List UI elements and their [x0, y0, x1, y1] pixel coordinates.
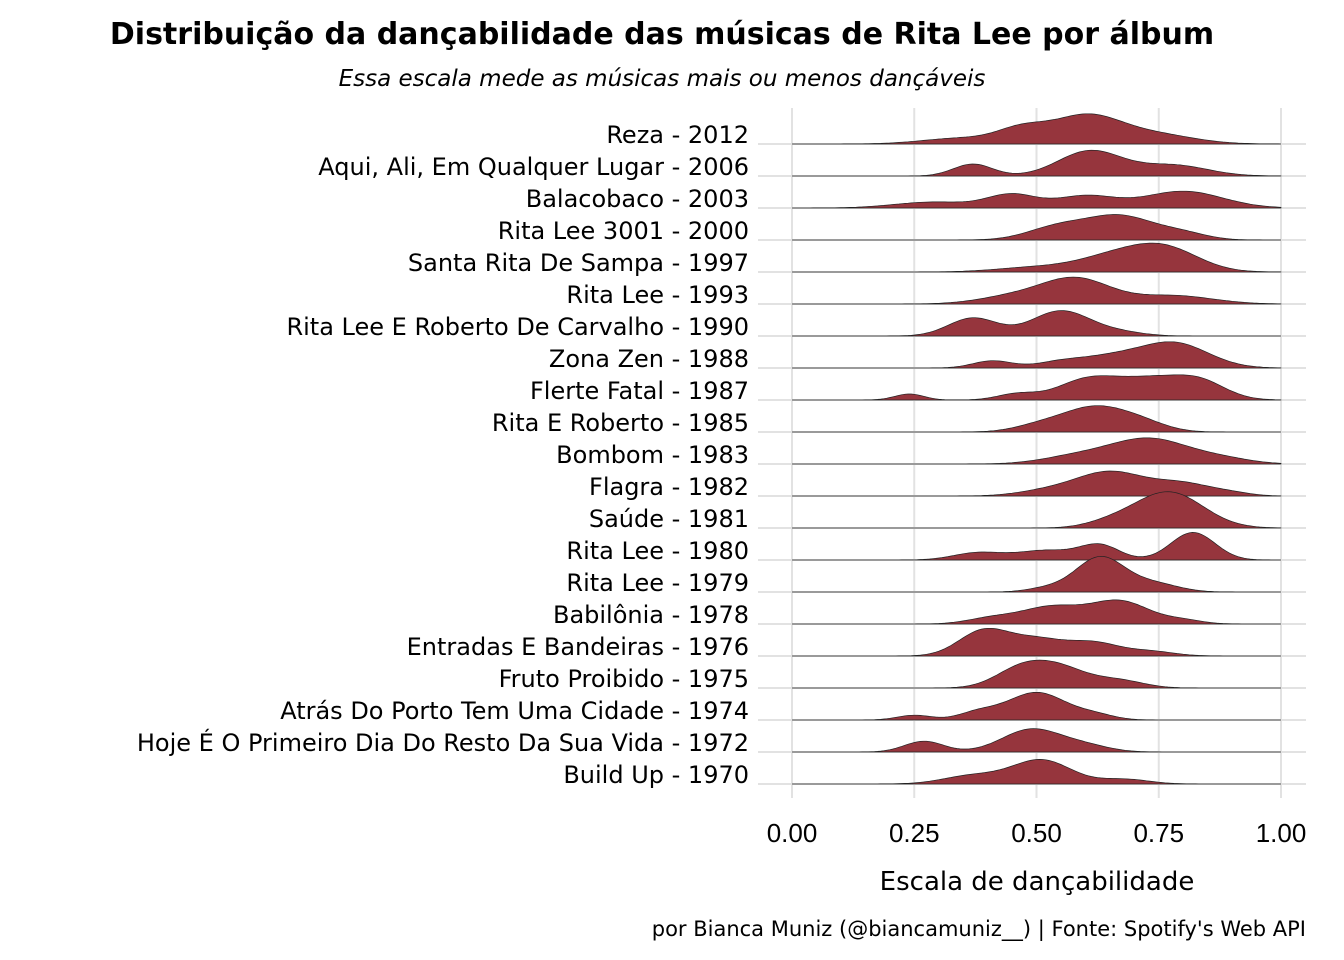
category-label: Flerte Fatal - 1987 [530, 377, 749, 405]
category-label: Aqui, Ali, Em Qualquer Lugar - 2006 [318, 153, 749, 181]
ridge-density [792, 190, 1282, 209]
category-label: Hoje É O Primeiro Dia Do Resto Da Sua Vi… [137, 728, 749, 757]
category-label: Rita Lee - 1980 [566, 537, 749, 565]
category-label: Reza - 2012 [606, 121, 749, 149]
category-label: Fruto Proibido - 1975 [499, 665, 749, 693]
chart-title: Distribuição da dançabilidade das música… [110, 17, 1214, 52]
chart-caption: por Bianca Muniz (@biancamuniz__) | Font… [652, 917, 1306, 942]
ridge-density [792, 113, 1282, 145]
ridge-density [792, 276, 1282, 305]
ridge-density [792, 437, 1282, 465]
ridge-density [792, 242, 1282, 273]
x-tick-label: 0.50 [1011, 818, 1062, 848]
category-label: Balacobaco - 2003 [526, 185, 749, 213]
ridge-density [792, 555, 1281, 593]
ridge-density [792, 149, 1282, 177]
category-label: Rita Lee 3001 - 2000 [498, 217, 749, 245]
category-label: Rita Lee - 1979 [566, 569, 749, 597]
category-label: Rita Lee - 1993 [566, 281, 749, 309]
x-tick-label: 0.25 [889, 818, 940, 848]
ridge-density [792, 374, 1282, 401]
x-axis-title: Escala de dançabilidade [880, 867, 1195, 897]
ridge-density [792, 691, 1281, 721]
ridge-density [792, 470, 1282, 497]
category-label: Rita Lee E Roberto De Carvalho - 1990 [286, 313, 749, 341]
ridge-density [792, 627, 1281, 657]
x-tick-labels: 0.00 0.25 0.50 0.75 1.00 [767, 818, 1307, 848]
chart-subtitle: Essa escala mede as músicas mais ou meno… [339, 66, 986, 92]
category-label: Atrás Do Porto Tem Uma Cidade - 1974 [280, 697, 749, 725]
category-label: Flagra - 1982 [589, 473, 749, 501]
category-label: Zona Zen - 1988 [549, 345, 749, 373]
category-label: Babilônia - 1978 [553, 601, 749, 629]
ridge-density [792, 759, 1281, 785]
category-label: Saúde - 1981 [589, 505, 749, 533]
label-layer: Reza - 2012 Aqui, Ali, Em Qualquer Lugar … [137, 121, 749, 789]
ridge-density [792, 659, 1281, 689]
category-label: Rita E Roberto - 1985 [492, 409, 749, 437]
x-tick-label: 1.00 [1256, 818, 1307, 848]
category-label: Entradas E Bandeiras - 1976 [407, 633, 749, 661]
ridge-density [792, 405, 1281, 433]
x-tick-label: 0.75 [1133, 818, 1184, 848]
ridge-density [792, 491, 1282, 529]
ridge-density [792, 214, 1281, 241]
x-tick-label: 0.00 [767, 818, 818, 848]
ridge-density [792, 728, 1281, 753]
category-label: Santa Rita De Sampa - 1997 [408, 249, 749, 277]
ridge-density [792, 341, 1282, 369]
category-label: Bombom - 1983 [556, 441, 749, 469]
ridge-density [792, 599, 1281, 625]
ridge-density [792, 310, 1281, 337]
ridge-layer [792, 113, 1282, 785]
ridge-density [792, 532, 1281, 561]
category-label: Build Up - 1970 [563, 761, 749, 789]
